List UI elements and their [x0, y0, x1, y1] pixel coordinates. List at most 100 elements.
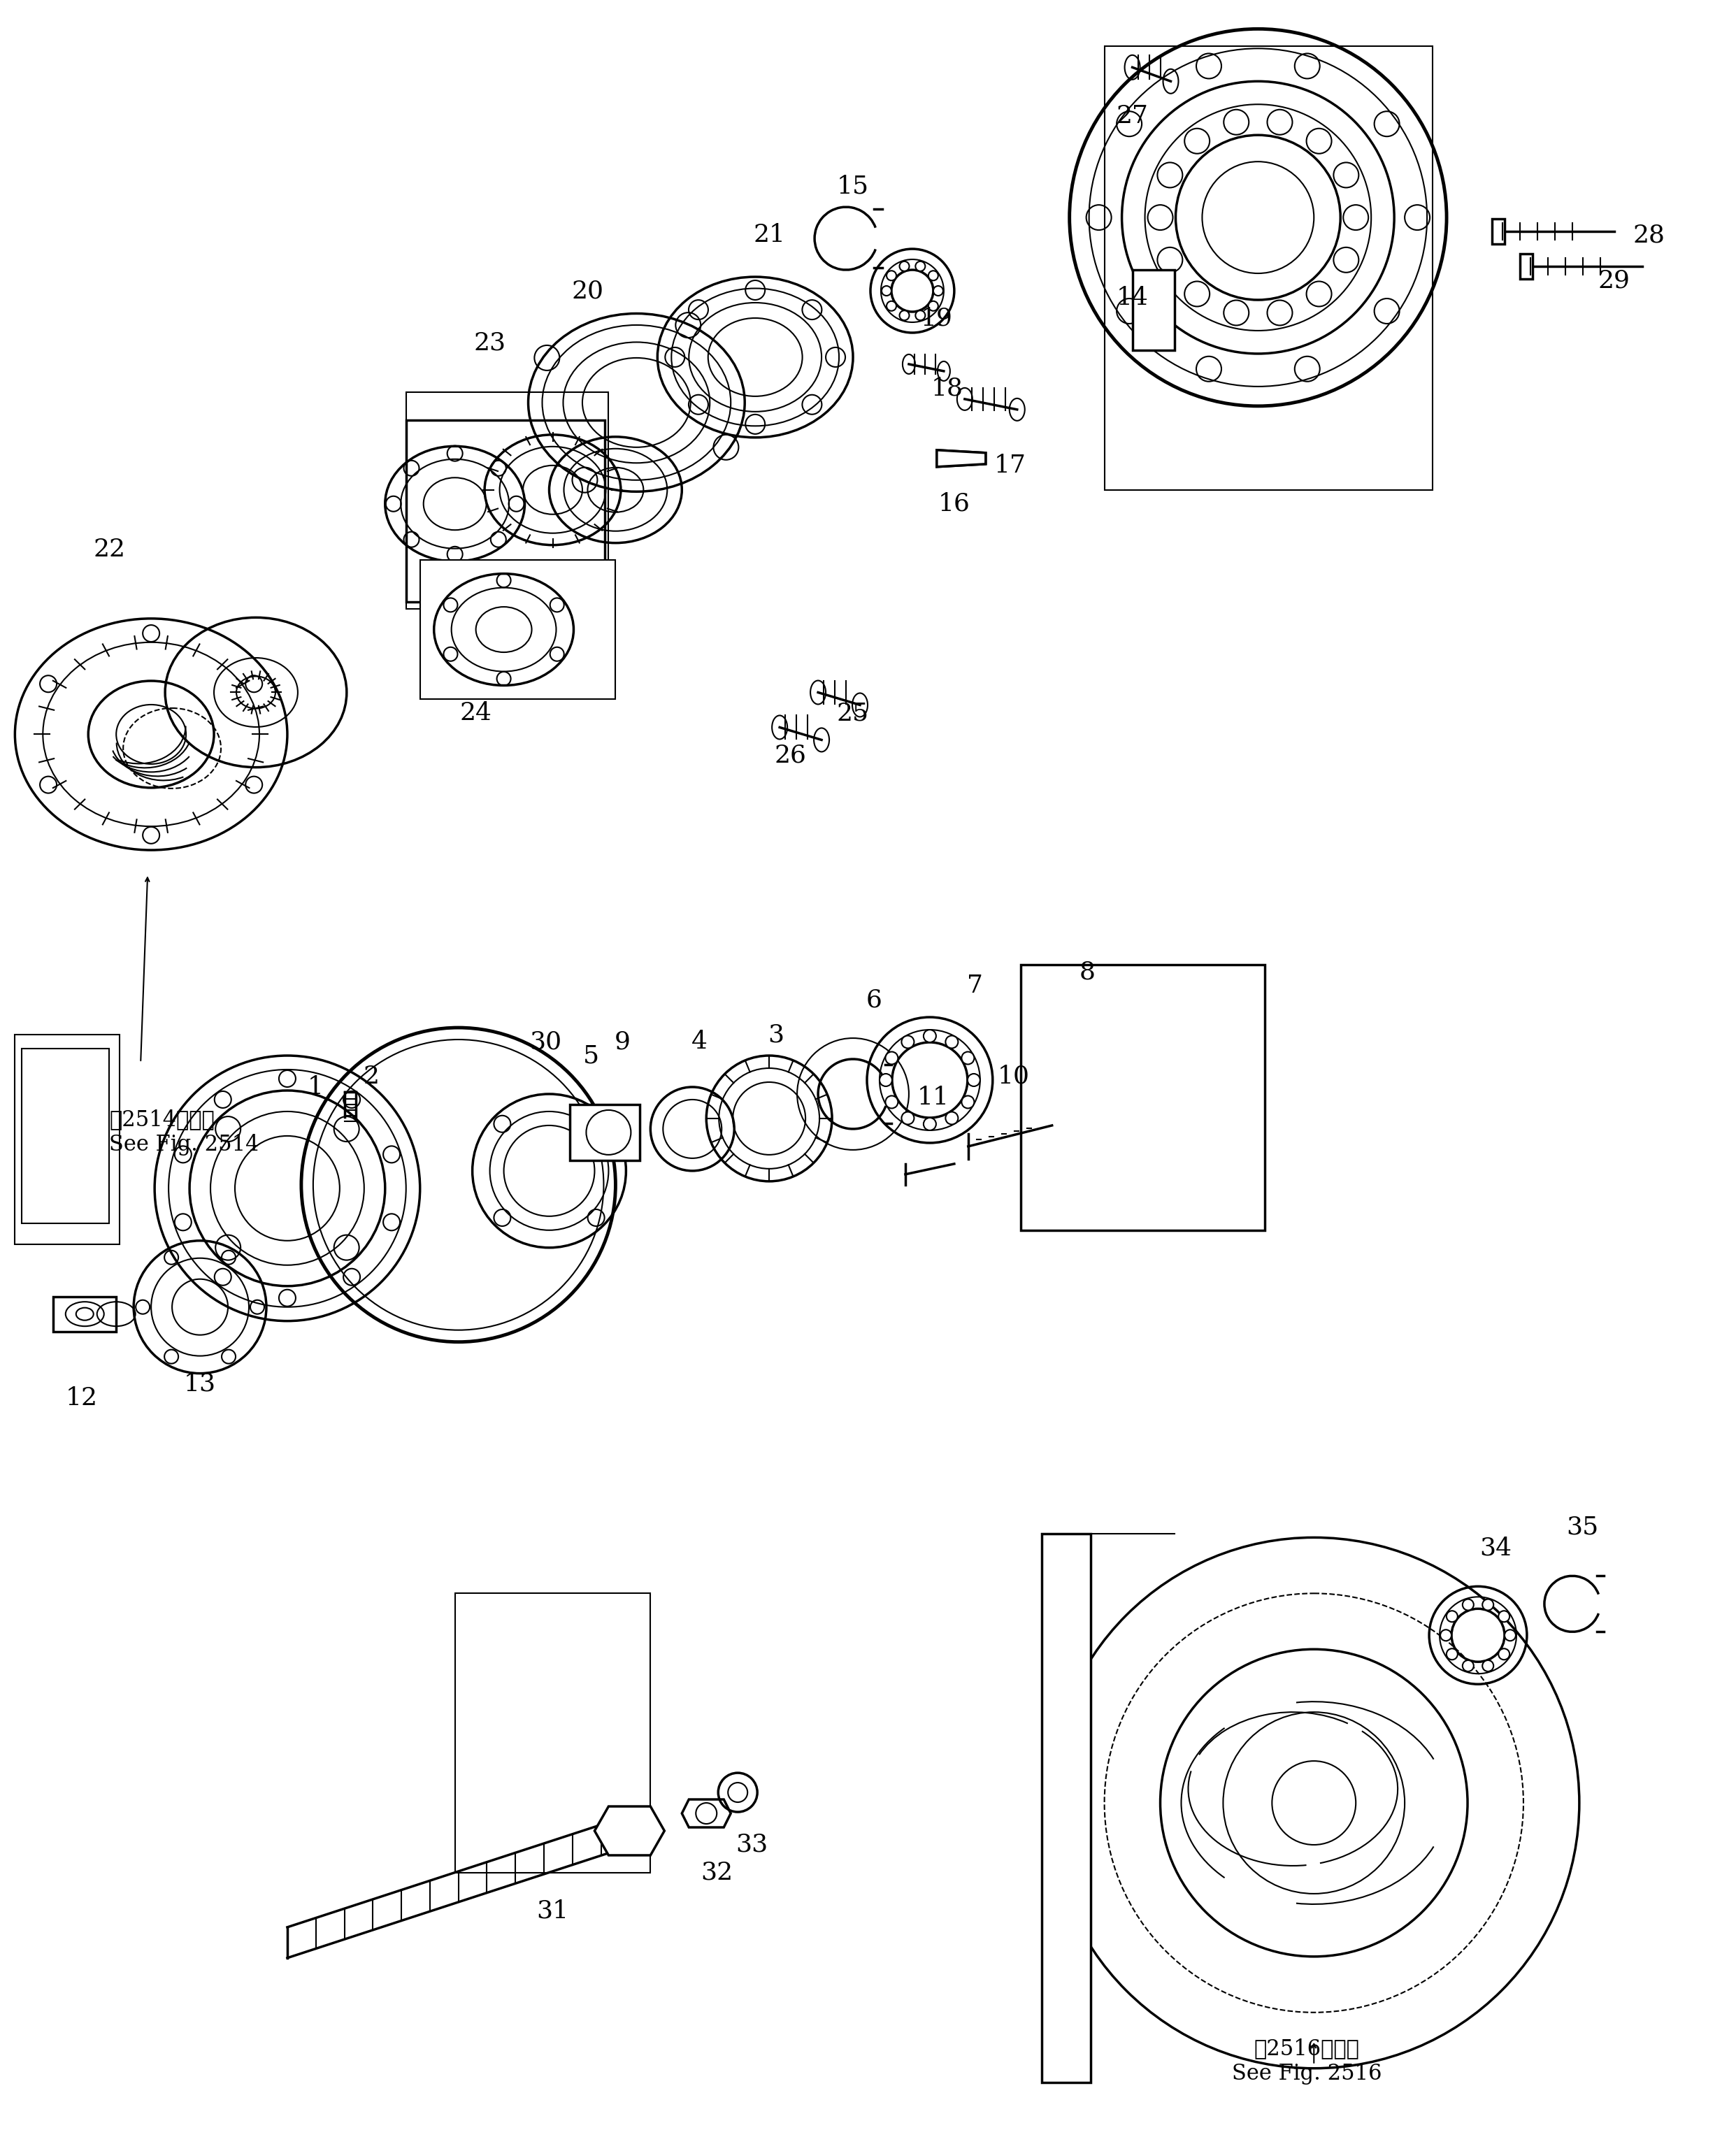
Circle shape [946, 1113, 958, 1123]
Text: 14: 14 [1116, 285, 1149, 309]
Text: 第2514図参照
See Fig. 2514: 第2514図参照 See Fig. 2514 [109, 1108, 259, 1156]
Circle shape [1441, 1629, 1451, 1640]
Circle shape [1184, 281, 1210, 307]
Circle shape [1483, 1659, 1493, 1672]
Circle shape [1147, 206, 1174, 229]
Circle shape [885, 1053, 898, 1063]
Circle shape [1307, 129, 1332, 154]
Text: 3: 3 [767, 1023, 785, 1046]
Circle shape [1224, 109, 1248, 135]
Circle shape [901, 1113, 915, 1123]
Text: 26: 26 [774, 744, 806, 768]
Circle shape [962, 1053, 974, 1063]
Circle shape [901, 1036, 915, 1048]
Circle shape [1462, 1659, 1474, 1672]
Text: 22: 22 [94, 538, 125, 562]
Text: 28: 28 [1634, 223, 1665, 247]
Text: 6: 6 [866, 988, 882, 1012]
Circle shape [962, 1096, 974, 1108]
Circle shape [887, 300, 896, 311]
Circle shape [882, 285, 891, 296]
Circle shape [885, 1096, 898, 1108]
Text: 23: 23 [474, 332, 505, 356]
Bar [1521, 253, 1533, 279]
Bar [1491, 219, 1505, 244]
Text: 15: 15 [837, 174, 870, 197]
Bar [569, 1104, 641, 1160]
Circle shape [1333, 247, 1359, 272]
Polygon shape [682, 1799, 731, 1827]
Circle shape [1184, 129, 1210, 154]
Text: 16: 16 [937, 491, 970, 517]
Text: 13: 13 [184, 1372, 215, 1396]
Text: 11: 11 [917, 1085, 950, 1108]
Circle shape [1498, 1649, 1510, 1659]
Bar [54, 1297, 116, 1331]
Polygon shape [406, 392, 609, 609]
Text: 7: 7 [967, 973, 983, 997]
Circle shape [1483, 1599, 1493, 1610]
Polygon shape [1042, 1533, 1090, 2082]
Circle shape [915, 262, 925, 270]
Polygon shape [455, 1593, 651, 1872]
Polygon shape [1104, 47, 1432, 489]
Text: 4: 4 [691, 1029, 707, 1053]
Circle shape [1462, 1599, 1474, 1610]
Polygon shape [406, 420, 606, 602]
Text: 20: 20 [571, 279, 604, 302]
Circle shape [924, 1117, 936, 1130]
Text: 1: 1 [307, 1074, 323, 1100]
Circle shape [934, 285, 943, 296]
Bar [1021, 965, 1266, 1231]
Circle shape [1446, 1649, 1458, 1659]
Circle shape [1333, 163, 1359, 189]
Text: 21: 21 [753, 223, 785, 247]
Circle shape [1446, 1610, 1458, 1623]
Circle shape [924, 1029, 936, 1042]
Circle shape [899, 311, 910, 319]
Text: 12: 12 [66, 1385, 97, 1411]
Text: 24: 24 [460, 701, 491, 725]
Polygon shape [420, 560, 616, 699]
Circle shape [929, 300, 937, 311]
Polygon shape [16, 1036, 120, 1244]
Text: 29: 29 [1599, 268, 1630, 292]
Circle shape [946, 1036, 958, 1048]
Circle shape [1498, 1610, 1510, 1623]
Circle shape [1505, 1629, 1516, 1640]
Polygon shape [1132, 270, 1174, 349]
Circle shape [899, 262, 910, 270]
Text: 34: 34 [1479, 1535, 1512, 1561]
Circle shape [1267, 300, 1292, 326]
Text: 17: 17 [995, 455, 1026, 478]
Circle shape [1267, 109, 1292, 135]
Circle shape [1158, 247, 1182, 272]
Text: 5: 5 [583, 1044, 599, 1068]
Text: 31: 31 [536, 1900, 569, 1923]
Circle shape [929, 270, 937, 281]
Text: 2: 2 [363, 1066, 378, 1089]
Text: 18: 18 [930, 377, 963, 401]
Text: 8: 8 [1078, 961, 1095, 984]
Polygon shape [937, 450, 986, 467]
Text: 27: 27 [1116, 105, 1149, 129]
Text: 30: 30 [529, 1029, 562, 1053]
Text: 19: 19 [920, 307, 953, 330]
Circle shape [1224, 300, 1248, 326]
Polygon shape [595, 1807, 665, 1855]
Text: 32: 32 [701, 1861, 733, 1885]
Circle shape [1344, 206, 1368, 229]
Circle shape [967, 1074, 981, 1087]
Text: 33: 33 [736, 1833, 767, 1857]
Circle shape [880, 1074, 892, 1087]
Circle shape [887, 270, 896, 281]
Text: 第2516図参照
See Fig. 2516: 第2516図参照 See Fig. 2516 [1233, 2039, 1382, 2084]
Polygon shape [23, 1048, 109, 1224]
Circle shape [1158, 163, 1182, 189]
Text: 25: 25 [837, 701, 870, 725]
Text: 9: 9 [615, 1029, 630, 1053]
Circle shape [915, 311, 925, 319]
Text: 10: 10 [998, 1066, 1029, 1089]
Text: 35: 35 [1566, 1516, 1599, 1539]
Circle shape [1307, 281, 1332, 307]
